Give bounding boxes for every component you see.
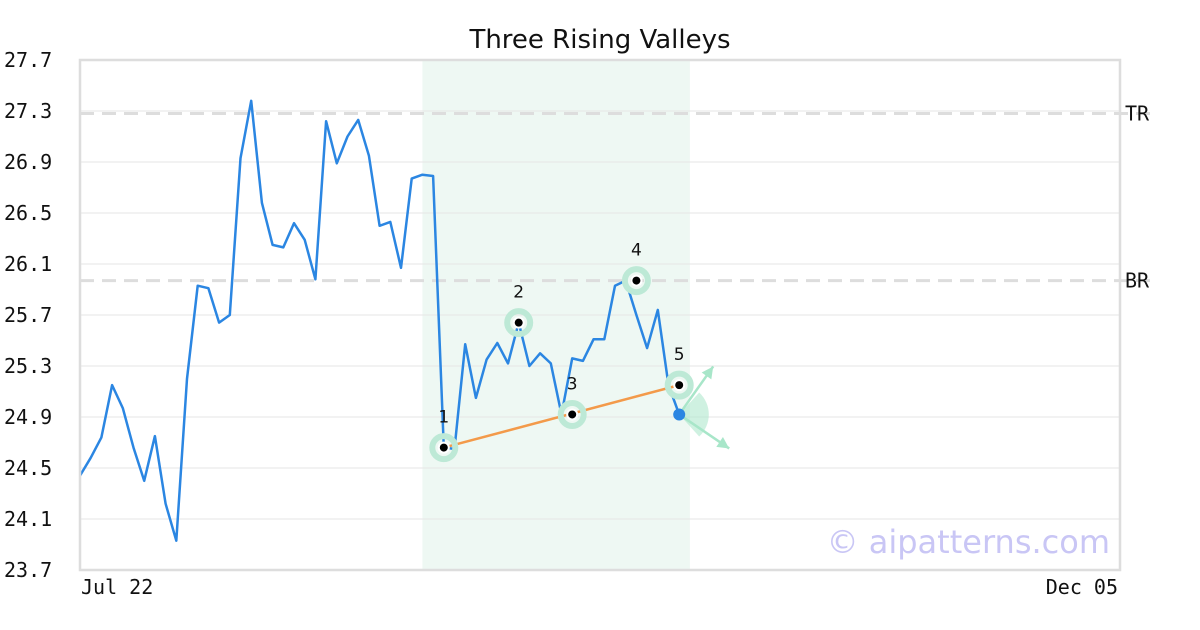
y-tick-label: 25.7	[4, 303, 52, 327]
y-tick-label: 27.3	[4, 99, 52, 123]
y-tick-label: 24.9	[4, 405, 52, 429]
pattern-point-label: 5	[674, 345, 685, 365]
x-tick-label: Jul 22	[81, 575, 153, 599]
x-tick-label: Dec 05	[1046, 575, 1118, 599]
projection-arrowhead	[716, 437, 730, 449]
y-tick-label: 25.3	[4, 354, 52, 378]
axes: 27.7 27.3 26.9 26.5 26.1 25.7 25.3 24.9 24.5 24.1…	[4, 48, 1122, 599]
y-tick-label: 24.1	[4, 507, 52, 531]
pattern-point-label: 2	[513, 283, 524, 303]
pattern-point-halo	[429, 433, 459, 463]
plot-frame	[78, 58, 1122, 572]
y-tick-label: 26.5	[4, 201, 52, 225]
pattern-point-label: 1	[438, 408, 449, 428]
reference-lines: TR BR	[80, 102, 1150, 293]
pattern-point	[512, 316, 525, 329]
reference-label: TR	[1125, 102, 1150, 126]
pattern-markers: 1 2 3 4 5	[429, 241, 730, 463]
y-tick-label: 27.7	[4, 48, 52, 72]
y-tick-label: 23.7	[4, 558, 52, 582]
y-tick-label: 26.9	[4, 150, 52, 174]
y-tick-label: 26.1	[4, 252, 52, 276]
price-series-line	[78, 99, 681, 542]
pattern-point-halo	[504, 308, 534, 338]
y-tick-label: 24.5	[4, 456, 52, 480]
projection-wedge	[679, 392, 709, 437]
watermark: © aipatterns.com	[827, 523, 1110, 561]
pattern-point	[437, 441, 450, 454]
reference-label: BR	[1125, 269, 1150, 293]
pattern-point	[673, 379, 686, 392]
pattern-point-label: 3	[567, 374, 578, 394]
pattern-point-halo	[621, 266, 651, 296]
pattern-point-halo	[664, 370, 694, 400]
chart-title: Three Rising Valleys	[468, 25, 730, 55]
pattern-point	[630, 274, 643, 287]
pattern-point-halo	[557, 399, 587, 429]
pattern-point	[566, 408, 579, 421]
pattern-point-label: 4	[631, 241, 642, 261]
projection-arrowhead	[701, 366, 714, 380]
series-line	[78, 99, 681, 542]
projection-start-point	[673, 408, 686, 421]
